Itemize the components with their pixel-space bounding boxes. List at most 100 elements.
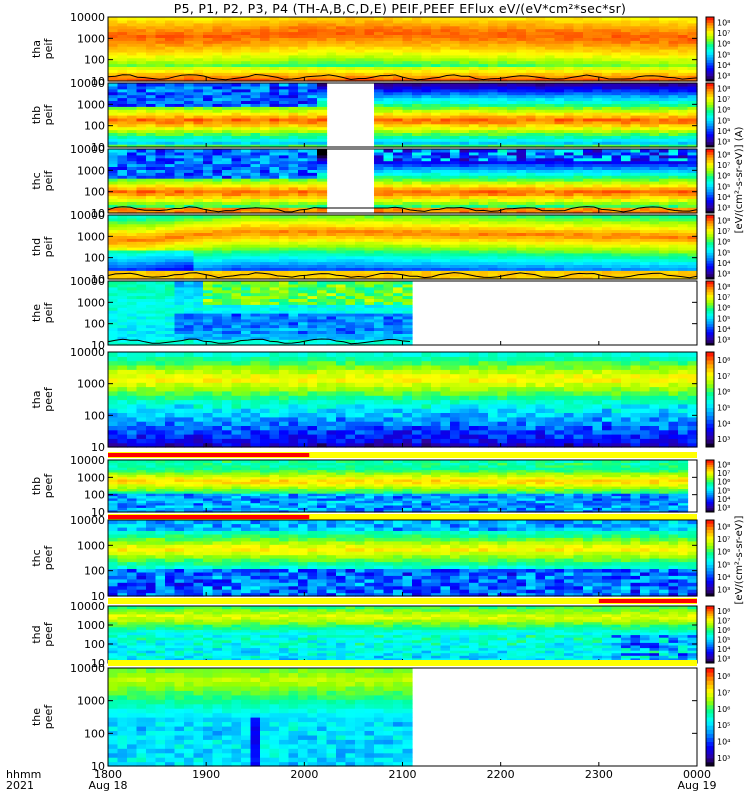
heatmap-cell: [137, 215, 147, 219]
heatmap-cell: [365, 67, 375, 71]
heatmap-cell: [612, 167, 622, 171]
heatmap-cell: [593, 83, 603, 87]
heatmap-cell: [213, 215, 223, 219]
heatmap-cell: [526, 167, 536, 171]
heatmap-cell: [574, 149, 584, 153]
heatmap-cell: [203, 233, 213, 237]
heatmap-cell: [640, 83, 650, 87]
heatmap-cell: [251, 101, 261, 105]
heatmap-cell: [574, 35, 584, 39]
heatmap-cell: [517, 35, 527, 39]
heatmap-cell: [498, 265, 508, 269]
heatmap-cell: [232, 133, 242, 137]
heatmap-cell: [593, 199, 603, 203]
heatmap-cell: [526, 17, 536, 21]
heatmap-cell: [194, 67, 204, 71]
heatmap-cell: [165, 17, 175, 21]
heatmap-cell: [555, 149, 565, 153]
heatmap-cell: [460, 265, 470, 269]
heatmap-cell: [118, 233, 128, 237]
heatmap-cell: [270, 215, 280, 219]
heatmap-cell: [393, 133, 403, 137]
heatmap-cell: [289, 199, 299, 203]
heatmap-cell: [412, 133, 422, 137]
heatmap-cell: [336, 233, 346, 237]
heatmap-cell: [241, 83, 251, 87]
heatmap-cell: [488, 233, 498, 237]
heatmap-cell: [232, 265, 242, 269]
heatmap-cell: [602, 149, 612, 153]
heatmap-cell: [184, 17, 194, 21]
heatmap-cell: [317, 133, 327, 137]
heatmap-cell: [222, 67, 232, 71]
heatmap-cell: [536, 133, 546, 137]
heatmap-cell: [621, 101, 631, 105]
heatmap-cell: [498, 101, 508, 105]
heatmap-cell: [650, 35, 660, 39]
heatmap-cell: [650, 101, 660, 105]
heatmap-cell: [232, 35, 242, 39]
heatmap-cell: [184, 83, 194, 87]
heatmap-cell: [517, 101, 527, 105]
heatmap-cell: [298, 149, 308, 153]
colorbar-tick-label: 10⁸: [717, 84, 730, 93]
heatmap-cell: [612, 199, 622, 203]
heatmap-cell: [621, 167, 631, 171]
heatmap-cell: [118, 199, 128, 203]
heatmap-cell: [498, 215, 508, 219]
heatmap-cell: [431, 17, 441, 21]
heatmap-cell: [498, 35, 508, 39]
heatmap-cell: [146, 67, 156, 71]
heatmap-cell: [308, 149, 318, 153]
heatmap-cell: [688, 149, 698, 153]
heatmap-cell: [393, 149, 403, 153]
heatmap-cell: [403, 35, 413, 39]
heatmap-cell: [175, 233, 185, 237]
heatmap-cell: [479, 215, 489, 219]
heatmap-cell: [422, 83, 432, 87]
heatmap-cell: [393, 265, 403, 269]
heatmap-cell: [156, 199, 166, 203]
heatmap-cell: [536, 67, 546, 71]
heatmap-cell: [165, 35, 175, 39]
heatmap-cell: [308, 199, 318, 203]
heatmap-cell: [222, 149, 232, 153]
heatmap-cell: [298, 199, 308, 203]
heatmap-cell: [165, 101, 175, 105]
heatmap-cell: [175, 83, 185, 87]
heatmap-cell: [659, 149, 669, 153]
heatmap-cell: [279, 199, 289, 203]
heatmap-cell: [165, 265, 175, 269]
heatmap-cell: [403, 67, 413, 71]
heatmap-cell: [631, 83, 641, 87]
heatmap-cell: [241, 101, 251, 105]
heatmap-cell: [488, 199, 498, 203]
heatmap-cell: [241, 199, 251, 203]
heatmap-cell: [184, 67, 194, 71]
heatmap-cell: [431, 67, 441, 71]
heatmap-cell: [517, 149, 527, 153]
heatmap-cell: [507, 215, 517, 219]
heatmap-cell: [279, 83, 289, 87]
heatmap-cell: [545, 101, 555, 105]
heatmap-cell: [479, 149, 489, 153]
heatmap-cell: [517, 199, 527, 203]
heatmap-cell: [507, 35, 517, 39]
heatmap-cell: [184, 265, 194, 269]
heatmap-cell: [621, 133, 631, 137]
heatmap-cell: [374, 67, 384, 71]
heatmap-cell: [137, 67, 147, 71]
heatmap-cell: [298, 167, 308, 171]
heatmap-cell: [583, 199, 593, 203]
heatmap-cell: [327, 17, 337, 21]
heatmap-cell: [298, 233, 308, 237]
colorbar-tick-label: 10⁶: [717, 172, 730, 181]
heatmap-cell: [678, 167, 688, 171]
heatmap-cell: [422, 133, 432, 137]
heatmap-cell: [232, 149, 242, 153]
y-tick-label: 10000: [70, 143, 105, 156]
heatmap-cell: [574, 101, 584, 105]
heatmap-cell: [289, 233, 299, 237]
heatmap-cell: [203, 133, 213, 137]
